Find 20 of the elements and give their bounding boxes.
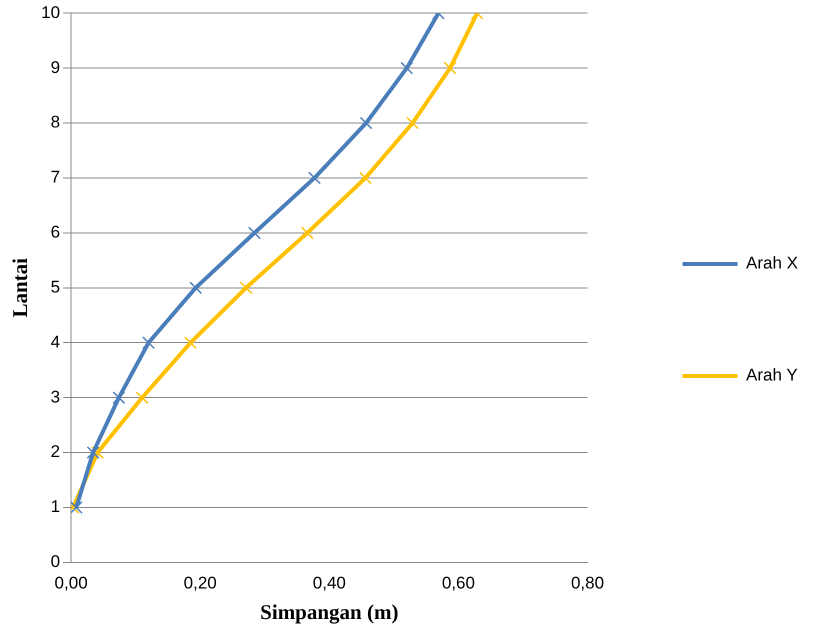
y-tick-label: 2 bbox=[50, 442, 60, 462]
x-tick-label: 0,80 bbox=[570, 573, 604, 592]
y-tick-label: 0 bbox=[50, 552, 60, 572]
y-tick-label: 8 bbox=[50, 112, 60, 132]
y-tick-label: 3 bbox=[50, 387, 60, 406]
y-tick-label: 10 bbox=[41, 2, 60, 22]
y-tick-label: 4 bbox=[50, 332, 60, 352]
x-tick-label: 0,00 bbox=[54, 573, 88, 592]
x-tick-label: 0,40 bbox=[312, 573, 346, 592]
y-tick-label: 7 bbox=[50, 168, 60, 187]
y-axis-title: Lantai bbox=[8, 258, 32, 318]
y-tick-label: 9 bbox=[50, 58, 60, 77]
y-tick-label: 5 bbox=[50, 277, 60, 296]
x-tick-label: 0,20 bbox=[184, 573, 217, 592]
legend-label: Arah X bbox=[746, 254, 798, 273]
x-tick-label: 0,60 bbox=[442, 573, 475, 592]
y-tick-label: 6 bbox=[50, 222, 60, 242]
x-axis-title: Simpangan (m) bbox=[260, 600, 398, 624]
y-tick-label: 1 bbox=[50, 497, 60, 516]
legend-label: Arah Y bbox=[746, 366, 798, 385]
